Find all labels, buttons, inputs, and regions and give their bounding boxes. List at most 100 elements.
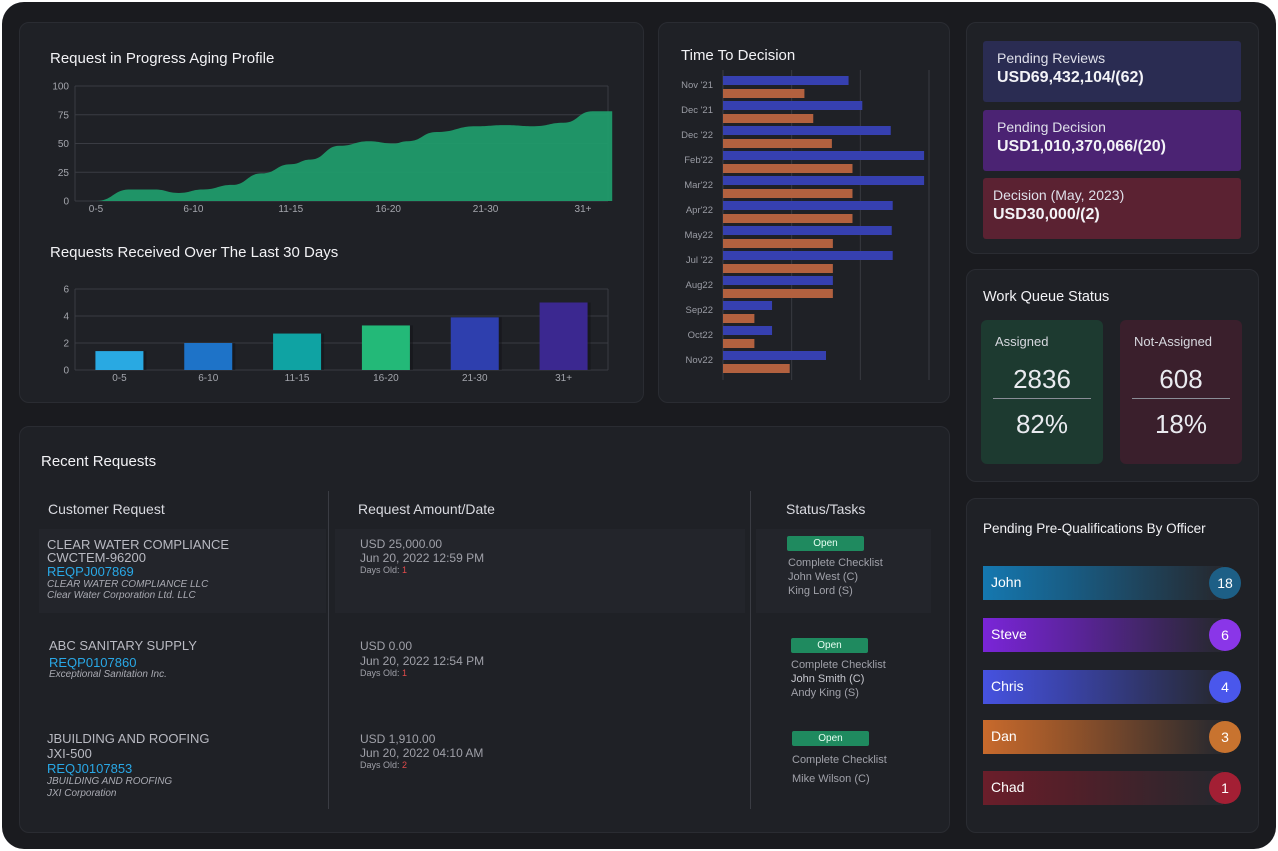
- company-name: Clear Water Corporation Ltd. LLC: [47, 590, 196, 601]
- received-bar[interactable]: [450, 317, 499, 370]
- pending-decision-card[interactable]: Pending Decision USD1,010,370,066/(20): [983, 110, 1241, 171]
- pending-reviews-label: Pending Reviews: [997, 50, 1106, 66]
- decision-bar[interactable]: [723, 139, 832, 148]
- decision-may-value: USD30,000/(2): [993, 206, 1100, 223]
- received-ytick: 4: [63, 312, 69, 323]
- request-ref-link[interactable]: REQJ0107853: [47, 761, 133, 776]
- officer-row[interactable]: Dan 3: [983, 720, 1241, 754]
- officer-row[interactable]: John 18: [983, 566, 1241, 600]
- header-amount-date[interactable]: Request Amount/Date: [358, 501, 495, 517]
- aging-xtick: 31+: [575, 204, 592, 215]
- company-name: Exceptional Sanitation Inc.: [49, 669, 167, 680]
- customer-code: JXI-500: [47, 746, 92, 761]
- officer-bar: Steve: [983, 618, 1223, 652]
- status-badge[interactable]: Open: [791, 638, 868, 653]
- task-item: John West (C): [788, 571, 859, 583]
- header-status-tasks[interactable]: Status/Tasks: [786, 501, 866, 517]
- received-bar[interactable]: [273, 333, 322, 370]
- request-amount: USD 1,910.00: [360, 732, 436, 746]
- assigned-box[interactable]: Assigned 2836 82%: [981, 320, 1103, 464]
- officers-panel: Pending Pre-Qualifications By Officer Jo…: [966, 498, 1259, 833]
- decision-bar[interactable]: [723, 201, 893, 210]
- officer-row[interactable]: Chad 1: [983, 771, 1241, 805]
- not-assigned-box[interactable]: Not-Assigned 608 18%: [1120, 320, 1242, 464]
- assigned-divider: [993, 398, 1091, 399]
- days-old-value: 1: [402, 565, 408, 575]
- officer-count-badge: 1: [1209, 772, 1241, 804]
- status-badge[interactable]: Open: [787, 536, 864, 551]
- status-badge[interactable]: Open: [792, 731, 869, 746]
- decision-bar[interactable]: [723, 326, 773, 335]
- decision-bar[interactable]: [723, 126, 891, 135]
- decision-bar[interactable]: [723, 276, 833, 285]
- days-old: Days Old: 1: [360, 668, 407, 678]
- decision-bar[interactable]: [723, 301, 773, 310]
- officer-row[interactable]: Steve 6: [983, 618, 1241, 652]
- officer-row[interactable]: Chris 4: [983, 670, 1241, 704]
- days-old: Days Old: 1: [360, 565, 407, 575]
- request-amount: USD 0.00: [360, 639, 413, 653]
- decision-bar[interactable]: [723, 101, 863, 110]
- days-old-label: Days Old:: [360, 760, 400, 770]
- aging-title: Request in Progress Aging Profile: [50, 50, 275, 67]
- received-bar[interactable]: [184, 343, 233, 370]
- received-bar[interactable]: [95, 351, 144, 370]
- received-xtick: 31+: [555, 373, 572, 384]
- header-customer-request[interactable]: Customer Request: [48, 501, 165, 517]
- column-divider: [328, 491, 329, 809]
- decision-bar[interactable]: [723, 239, 833, 248]
- customer-name: CLEAR WATER COMPLIANCE: [47, 537, 230, 552]
- aging-ytick: 25: [58, 168, 70, 179]
- request-ref-link[interactable]: REQP0107860: [49, 655, 137, 670]
- decision-bar[interactable]: [723, 164, 853, 173]
- recent-requests-panel: Recent Requests Customer Request Request…: [19, 426, 950, 833]
- request-amount: USD 25,000.00: [360, 537, 443, 551]
- decision-bar[interactable]: [723, 314, 755, 323]
- received-bar-shadow: [142, 351, 147, 370]
- decision-ytick: Sep22: [686, 305, 713, 316]
- officer-bar: Chris: [983, 670, 1223, 704]
- decision-bar[interactable]: [723, 289, 833, 298]
- days-old-value: 1: [402, 668, 408, 678]
- aging-ytick: 0: [63, 197, 69, 208]
- decision-bar[interactable]: [723, 264, 833, 273]
- decision-bar[interactable]: [723, 364, 790, 373]
- not-assigned-divider: [1132, 398, 1230, 399]
- decision-bar[interactable]: [723, 251, 893, 260]
- officer-count-badge: 6: [1209, 619, 1241, 651]
- task-item[interactable]: Complete Checklist: [788, 557, 883, 569]
- column-divider: [750, 491, 751, 809]
- task-item[interactable]: Complete Checklist: [791, 659, 886, 671]
- pending-reviews-card[interactable]: Pending Reviews USD69,432,104/(62): [983, 41, 1241, 102]
- decision-bar[interactable]: [723, 351, 826, 360]
- received-bar-shadow: [408, 325, 413, 370]
- request-date: Jun 20, 2022 12:54 PM: [360, 654, 485, 668]
- decision-bar[interactable]: [723, 226, 892, 235]
- received-bar-shadow: [586, 302, 591, 370]
- days-old-label: Days Old:: [360, 565, 400, 575]
- decision-bar[interactable]: [723, 76, 849, 85]
- received-ytick: 2: [63, 339, 69, 350]
- decision-bar[interactable]: [723, 189, 853, 198]
- request-ref-link[interactable]: REQPJ007869: [47, 564, 134, 579]
- received-xtick: 16-20: [373, 373, 399, 384]
- decision-bar[interactable]: [723, 214, 853, 223]
- recent-requests-title: Recent Requests: [41, 453, 157, 470]
- received-bar-shadow: [320, 333, 325, 370]
- decision-bar[interactable]: [723, 151, 925, 160]
- decision-bar[interactable]: [723, 339, 755, 348]
- received-bar-shadow: [497, 317, 502, 370]
- officer-bar: Chad: [983, 771, 1223, 805]
- assigned-count: 2836: [1013, 364, 1071, 394]
- received-bar[interactable]: [361, 325, 410, 370]
- decision-may-card[interactable]: Decision (May, 2023) USD30,000/(2): [983, 178, 1241, 239]
- task-item: John Smith (C): [791, 673, 865, 685]
- decision-bar[interactable]: [723, 89, 805, 98]
- task-item[interactable]: Complete Checklist: [792, 754, 887, 766]
- decision-bar[interactable]: [723, 176, 925, 185]
- received-bar[interactable]: [539, 302, 588, 371]
- officer-bar: Dan: [983, 720, 1223, 754]
- aging-chart: 0 25 50 75 100 0-5 6-10 11-15 16-20 21-30 31+: [52, 82, 613, 215]
- aging-ytick: 100: [52, 82, 69, 93]
- decision-bar[interactable]: [723, 114, 814, 123]
